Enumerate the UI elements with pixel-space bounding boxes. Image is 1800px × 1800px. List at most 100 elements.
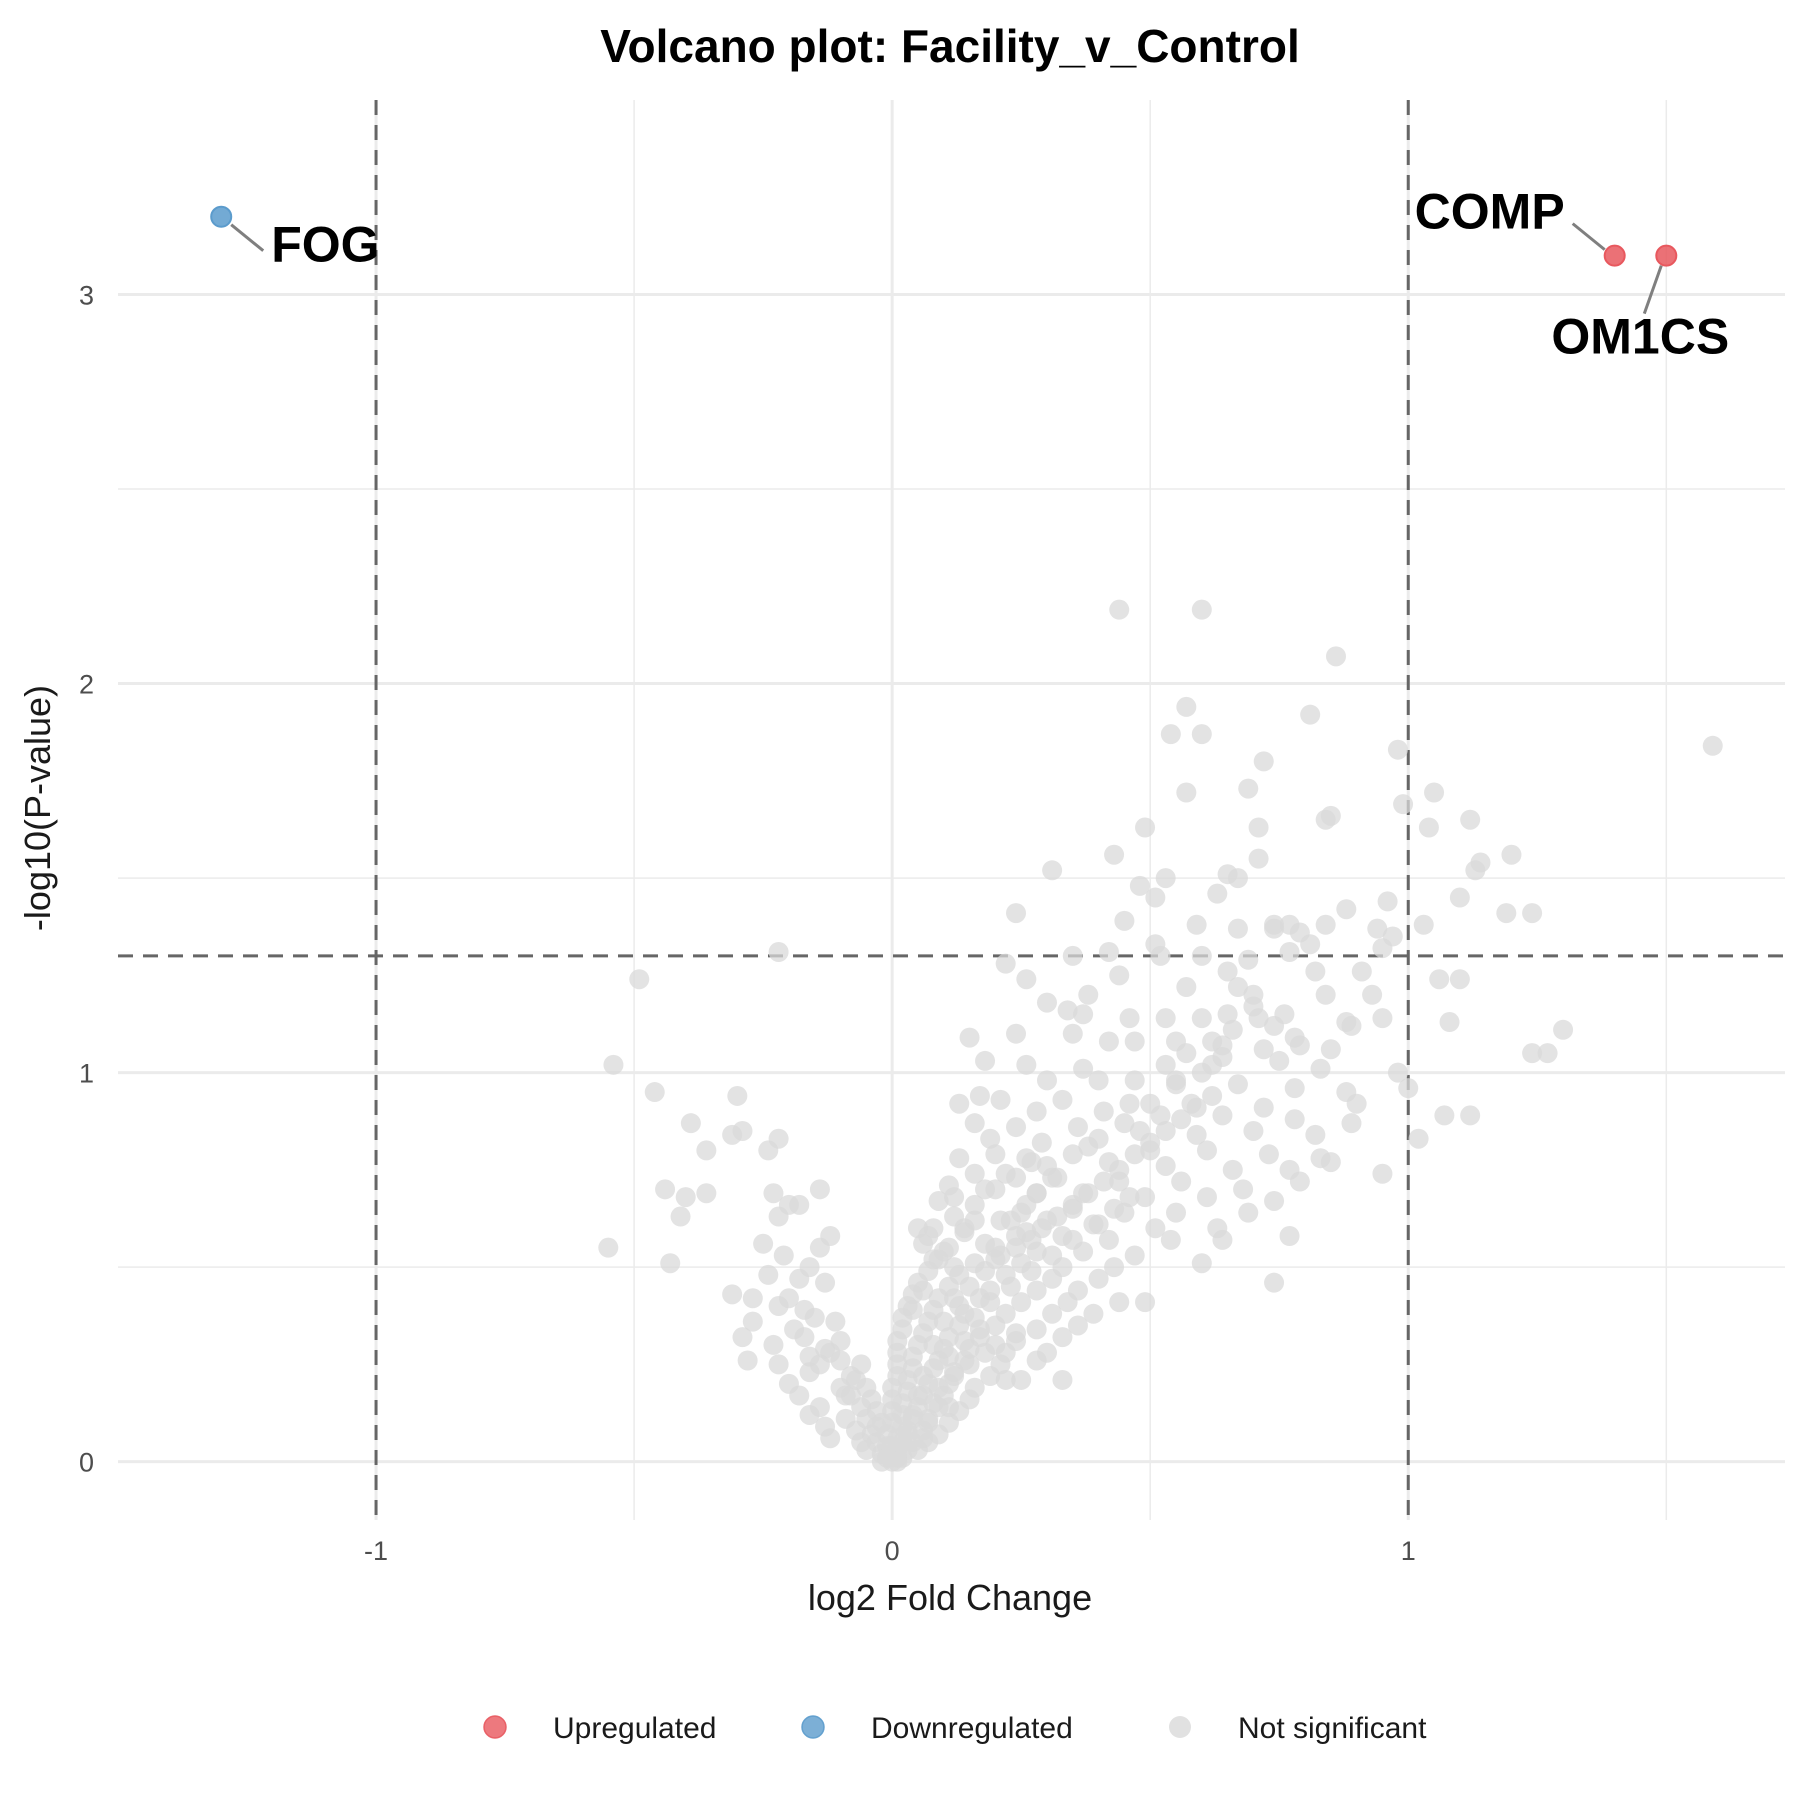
point-not-significant (1217, 961, 1238, 982)
y-tick-label: 1 (79, 1059, 94, 1089)
point-not-significant (1073, 1004, 1094, 1025)
point-not-significant (1119, 1008, 1140, 1029)
point-not-significant (789, 1385, 810, 1406)
point-not-significant (995, 1163, 1016, 1184)
point-downregulated (210, 205, 233, 228)
point-not-significant (1207, 883, 1228, 904)
point-not-significant (969, 1319, 990, 1340)
point-not-significant (1212, 1229, 1233, 1250)
point-not-significant (1336, 899, 1357, 920)
point-not-significant (902, 1404, 923, 1425)
x-axis-title: log2 Fold Change (808, 1577, 1092, 1618)
point-not-significant (1434, 1105, 1455, 1126)
point-not-significant (1021, 1261, 1042, 1282)
point-not-significant (902, 1299, 923, 1320)
point-not-significant (670, 1206, 691, 1227)
legend-item-not-significant: Not significant (1169, 1712, 1427, 1745)
point-not-significant (1042, 1245, 1063, 1266)
point-not-significant (1088, 1268, 1109, 1289)
y-tick-label: 2 (79, 670, 94, 700)
legend-marker-downregulated (801, 1715, 825, 1739)
point-not-significant (985, 1144, 1006, 1165)
point-not-significant (1176, 782, 1197, 803)
label-connector-fog (230, 223, 265, 252)
chart-title: Volcano plot: Facility_v_Control (600, 20, 1299, 72)
point-not-significant (1305, 961, 1326, 982)
point-not-significant (964, 1113, 985, 1134)
point-not-significant (1191, 1008, 1212, 1029)
point-not-significant (1119, 1187, 1140, 1208)
point-not-significant (959, 1354, 980, 1375)
point-not-significant (1150, 945, 1171, 966)
point-not-significant (763, 1183, 784, 1204)
point-not-significant (1191, 1062, 1212, 1083)
point-not-significant (1083, 1303, 1104, 1324)
point-not-significant (1315, 984, 1336, 1005)
point-not-significant (918, 1226, 939, 1246)
point-not-significant (1026, 1319, 1047, 1340)
point-not-significant (1191, 599, 1212, 620)
point-not-significant (1036, 1070, 1057, 1091)
point-not-significant (1119, 1093, 1140, 1114)
point-not-significant (1124, 1070, 1145, 1091)
legend-item-upregulated: Upregulated (483, 1712, 716, 1745)
point-not-significant (1522, 903, 1543, 924)
point-not-significant (1109, 965, 1130, 986)
point-not-significant (1320, 1039, 1341, 1060)
point-not-significant (1248, 848, 1269, 869)
point-not-significant (1279, 1226, 1300, 1246)
point-not-significant (980, 1128, 1001, 1149)
point-not-significant (846, 1369, 867, 1390)
point-not-significant (1166, 1202, 1187, 1223)
point-not-significant (1093, 1171, 1114, 1192)
point-not-significant (1171, 1109, 1192, 1130)
point-not-significant (975, 1050, 996, 1071)
gene-label-comp: COMP (1415, 184, 1565, 240)
point-not-significant (1372, 938, 1393, 959)
point-not-significant (1222, 1159, 1243, 1180)
point-not-significant (1006, 1237, 1027, 1258)
point-not-significant (1300, 934, 1321, 955)
point-not-significant (737, 1350, 758, 1371)
point-not-significant (1135, 1187, 1156, 1208)
point-not-significant (1429, 969, 1450, 990)
point-not-significant (1006, 1117, 1027, 1138)
point-not-significant (727, 1085, 748, 1106)
point-not-significant (644, 1082, 665, 1103)
point-not-significant (1140, 1132, 1161, 1153)
point-not-significant (913, 1280, 934, 1301)
point-not-significant (1135, 817, 1156, 838)
point-not-significant (907, 1385, 928, 1406)
legend-label-not-significant: Not significant (1238, 1712, 1427, 1745)
point-not-significant (944, 1187, 965, 1208)
point-not-significant (1031, 1218, 1052, 1239)
point-not-significant (1238, 778, 1259, 799)
point-not-significant (1238, 1202, 1259, 1223)
point-not-significant (1372, 1163, 1393, 1184)
point-not-significant (1124, 1031, 1145, 1052)
point-not-significant (928, 1190, 949, 1211)
point-not-significant (1098, 1031, 1119, 1052)
point-not-significant (696, 1140, 717, 1161)
point-not-significant (1449, 969, 1470, 990)
point-not-significant (985, 1315, 1006, 1336)
point-not-significant (923, 1249, 944, 1270)
point-not-significant (1315, 914, 1336, 935)
point-not-significant (1171, 1171, 1192, 1192)
point-not-significant (1264, 1272, 1285, 1293)
point-not-significant (1202, 1085, 1223, 1106)
point-not-significant (1067, 1315, 1088, 1336)
point-not-significant (1284, 1078, 1305, 1099)
y-tick-label: 3 (79, 281, 94, 311)
point-not-significant (1341, 1015, 1362, 1036)
point-not-significant (1253, 1097, 1274, 1118)
point-not-significant (1300, 704, 1321, 725)
point-not-significant (1109, 1292, 1130, 1313)
point-not-significant (1243, 996, 1264, 1017)
point-not-significant (1006, 903, 1027, 924)
point-not-significant (789, 1194, 810, 1215)
point-not-significant (1062, 1229, 1083, 1250)
point-not-significant (913, 1428, 934, 1449)
legend-marker-not-significant (1169, 1716, 1191, 1738)
point-not-significant (944, 1366, 965, 1387)
